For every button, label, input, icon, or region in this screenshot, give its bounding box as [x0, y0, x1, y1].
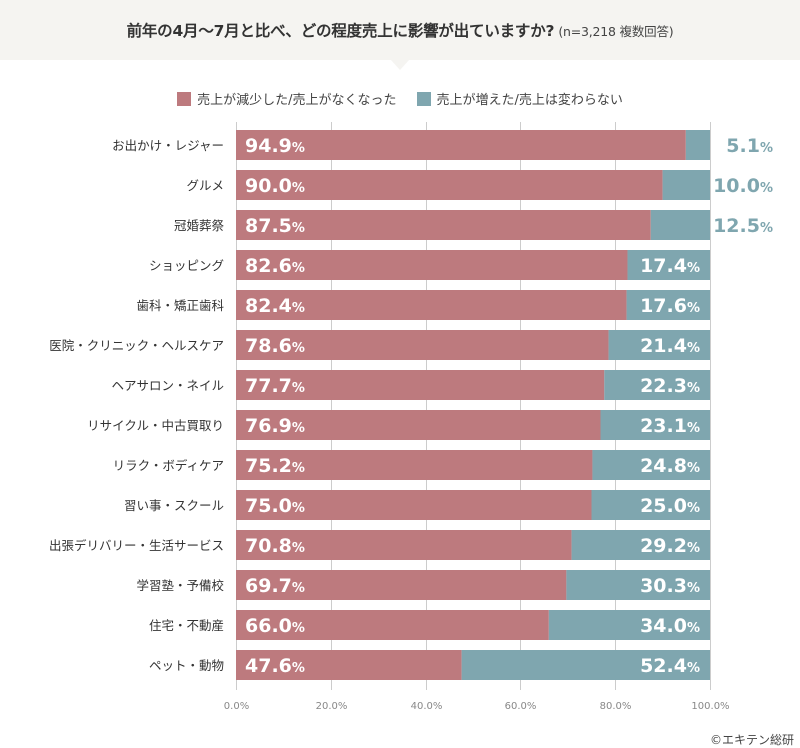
value-label-increased: 17.4% — [640, 255, 700, 277]
bar-decreased — [236, 610, 549, 640]
chart-subtitle: (n=3,218 複数回答) — [558, 23, 674, 39]
category-label: 学習塾・予備校 — [136, 578, 224, 593]
value-label-increased: 25.0% — [640, 495, 700, 517]
x-tick-label: 40.0% — [411, 701, 443, 712]
bar-increased — [461, 650, 710, 680]
value-label-decreased: 77.7% — [245, 375, 305, 397]
bar-increased — [662, 170, 710, 200]
category-label: 住宅・不動産 — [149, 618, 224, 633]
bar-increased — [627, 250, 710, 280]
copyright: ©エキテン総研 — [709, 733, 794, 747]
category-label: グルメ — [186, 178, 224, 193]
x-tick-label: 100.0% — [691, 701, 729, 712]
chart-title-text: 前年の4月〜7月と比べ、どの程度売上に影響が出ていますか? — [126, 22, 555, 40]
bar-increased — [548, 610, 710, 640]
grid-lines — [236, 122, 711, 690]
category-label: リサイクル・中古買取り — [87, 418, 224, 433]
bar-increased — [592, 450, 710, 480]
category-label: 習い事・スクール — [124, 498, 224, 513]
value-label-decreased: 78.6% — [245, 335, 305, 357]
bar-increased — [650, 210, 710, 240]
value-label-increased: 12.5% — [713, 215, 773, 237]
value-label-increased: 29.2% — [640, 535, 700, 557]
bar-decreased — [236, 370, 605, 400]
value-label-increased: 22.3% — [640, 375, 700, 397]
bar-increased — [608, 330, 710, 360]
value-label-increased: 10.0% — [713, 175, 773, 197]
category-label: 歯科・矯正歯科 — [136, 298, 224, 313]
value-label-increased: 21.4% — [640, 335, 700, 357]
value-label-decreased: 76.9% — [245, 415, 305, 437]
legend-swatch-increased — [416, 91, 431, 106]
legend-label-decreased: 売上が減少した/売上がなくなった — [197, 93, 397, 108]
category-label: 出張デリバリー・生活サービス — [49, 538, 224, 553]
chart-title: 前年の4月〜7月と比べ、どの程度売上に影響が出ていますか? (n=3,218 複… — [0, 0, 800, 60]
value-label-decreased: 66.0% — [245, 615, 305, 637]
bars: 94.9% 5.1% 90.0% 10.0% 87.5% 12.5% 82.6% 17.4% 8… — [236, 130, 773, 680]
legend-label-increased: 売上が増えた/売上は変わらない — [436, 93, 623, 108]
x-tick-label: 80.0% — [600, 701, 632, 712]
bar-decreased — [236, 650, 462, 680]
chart-header — [0, 0, 800, 60]
bar-decreased — [236, 290, 627, 320]
value-label-decreased: 75.0% — [245, 495, 305, 517]
value-label-increased: 24.8% — [640, 455, 700, 477]
bar-increased — [571, 530, 710, 560]
category-label: 冠婚葬祭 — [174, 218, 225, 233]
bar-decreased — [236, 450, 593, 480]
category-label: ショッピング — [149, 258, 224, 273]
value-label-decreased: 94.9% — [245, 135, 305, 157]
category-label: お出かけ・レジャー — [112, 138, 224, 153]
legend: 売上が減少した/売上がなくなった 売上が増えた/売上は変わらない — [0, 89, 800, 108]
bar-increased — [604, 370, 710, 400]
bar-decreased — [236, 410, 601, 440]
bar-increased — [591, 490, 710, 520]
bar-increased — [566, 570, 710, 600]
bar-decreased — [236, 570, 567, 600]
value-label-decreased: 69.7% — [245, 575, 305, 597]
x-axis-ticks: 0.0% 20.0% 40.0% 60.0% 80.0% 100.0% — [224, 701, 730, 712]
bar-decreased — [236, 530, 572, 560]
value-label-decreased: 70.8% — [245, 535, 305, 557]
value-label-decreased: 82.6% — [245, 255, 305, 277]
value-label-decreased: 75.2% — [245, 455, 305, 477]
legend-item-increased: 売上が増えた/売上は変わらない — [416, 89, 623, 108]
x-tick-label: 0.0% — [224, 701, 249, 712]
legend-swatch-decreased — [177, 91, 192, 106]
bar-decreased — [236, 490, 592, 520]
x-tick-label: 20.0% — [316, 701, 348, 712]
bar-decreased — [236, 130, 686, 160]
value-label-increased: 23.1% — [640, 415, 700, 437]
bar-increased — [685, 130, 710, 160]
bar-decreased — [236, 170, 663, 200]
value-label-increased: 52.4% — [640, 655, 700, 677]
value-label-increased: 17.6% — [640, 295, 700, 317]
value-label-decreased: 90.0% — [245, 175, 305, 197]
category-label: 医院・クリニック・ヘルスケア — [49, 338, 224, 353]
legend-item-decreased: 売上が減少した/売上がなくなった — [177, 89, 397, 108]
bar-decreased — [236, 330, 609, 360]
category-label: ペット・動物 — [149, 658, 224, 673]
value-label-increased: 34.0% — [640, 615, 700, 637]
header-notch — [391, 60, 409, 70]
category-label: ヘアサロン・ネイル — [111, 378, 224, 393]
bar-increased — [600, 410, 710, 440]
value-label-increased: 30.3% — [640, 575, 700, 597]
bar-increased — [626, 290, 710, 320]
value-label-decreased: 82.4% — [245, 295, 305, 317]
bar-decreased — [236, 250, 628, 280]
value-label-decreased: 87.5% — [245, 215, 305, 237]
value-label-increased: 5.1% — [726, 135, 773, 157]
category-label: リラク・ボディケア — [113, 458, 224, 473]
bar-decreased — [236, 210, 651, 240]
value-label-decreased: 47.6% — [245, 655, 305, 677]
x-tick-label: 60.0% — [505, 701, 537, 712]
category-labels: お出かけ・レジャーグルメ冠婚葬祭ショッピング歯科・矯正歯科医院・クリニック・ヘル… — [49, 138, 225, 673]
